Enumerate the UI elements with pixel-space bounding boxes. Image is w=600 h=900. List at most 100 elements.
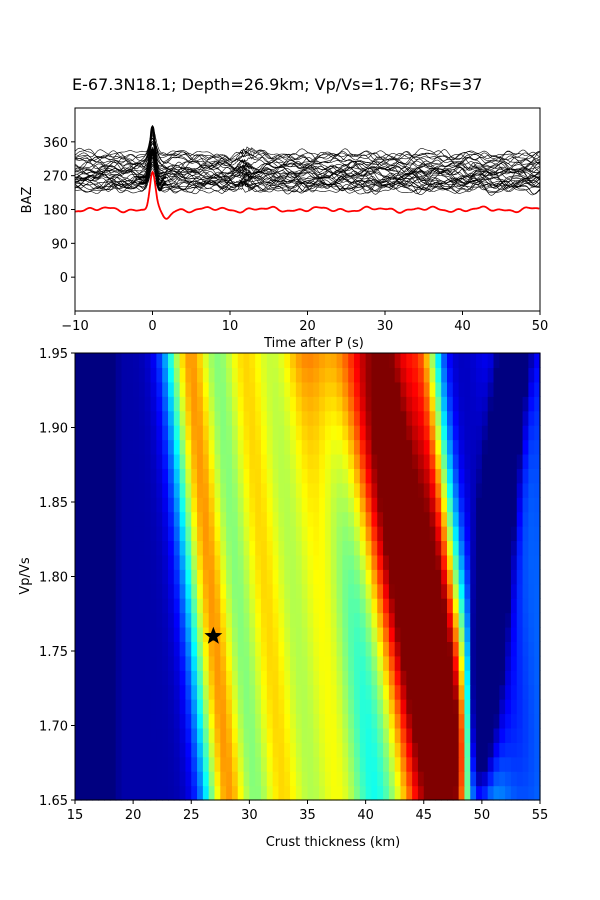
heatmap-cell — [406, 641, 413, 657]
heatmap-cell — [115, 453, 123, 469]
heatmap-cell — [284, 699, 291, 715]
heatmap-cell — [237, 353, 245, 369]
heatmap-cell — [278, 439, 285, 455]
heatmap-cell — [359, 381, 367, 397]
heatmap-cell — [179, 684, 187, 700]
heatmap-cell — [86, 641, 94, 657]
heatmap-cell — [371, 699, 378, 715]
hk-y-label: Vp/Vs — [18, 557, 33, 594]
heatmap-cell — [226, 626, 233, 642]
heatmap-cell — [272, 526, 280, 542]
heatmap-cell — [156, 756, 163, 772]
heatmap-cell — [179, 785, 187, 801]
heatmap-cell — [388, 612, 396, 628]
heatmap-cell — [121, 396, 128, 412]
heatmap-cell — [441, 540, 448, 556]
heatmap-cell — [133, 353, 140, 369]
heatmap-cell — [144, 742, 152, 758]
heatmap-cell — [510, 583, 518, 599]
heatmap-cell — [261, 626, 268, 642]
heatmap-cell — [202, 468, 210, 484]
heatmap-cell — [121, 626, 128, 642]
heatmap-cell — [522, 684, 529, 700]
heatmap-cell — [423, 439, 431, 455]
heatmap-cell — [487, 554, 495, 570]
heatmap-cell — [266, 425, 274, 441]
heatmap-cell — [284, 396, 291, 412]
heatmap-cell — [516, 526, 524, 542]
heatmap-cell — [266, 482, 274, 498]
heatmap-cell — [249, 396, 256, 412]
heatmap-cell — [412, 641, 419, 657]
heatmap-cell — [377, 482, 384, 498]
heatmap-cell — [249, 511, 256, 527]
heatmap-cell — [98, 425, 105, 441]
heatmap-cell — [394, 713, 402, 729]
heatmap-cell — [266, 396, 274, 412]
heatmap-cell — [505, 396, 512, 412]
heatmap-cell — [115, 497, 123, 513]
heatmap-cell — [452, 453, 460, 469]
heatmap-cell — [80, 453, 88, 469]
heatmap-cell — [80, 713, 88, 729]
heatmap-cell — [510, 699, 518, 715]
heatmap-cell — [307, 626, 314, 642]
heatmap-cell — [266, 612, 274, 628]
heatmap-cell — [231, 540, 239, 556]
heatmap-cell — [121, 756, 128, 772]
heatmap-cell — [307, 598, 314, 614]
heatmap-cell — [86, 756, 94, 772]
heatmap-cell — [243, 612, 250, 628]
heatmap-cell — [86, 453, 94, 469]
heatmap-cell — [417, 410, 425, 426]
heatmap-cell — [388, 353, 396, 369]
heatmap-cell — [255, 670, 262, 686]
heatmap-cell — [226, 425, 233, 441]
heatmap-cell — [394, 554, 402, 570]
heatmap-cell — [510, 670, 518, 686]
heatmap-cell — [365, 742, 373, 758]
heatmap-cell — [197, 381, 204, 397]
heatmap-cell — [383, 526, 390, 542]
heatmap-cell — [133, 439, 140, 455]
heatmap-cell — [476, 425, 483, 441]
heatmap-cell — [516, 367, 524, 383]
heatmap-cell — [417, 453, 425, 469]
heatmap-cell — [301, 540, 309, 556]
heatmap-cell — [522, 353, 529, 369]
heatmap-cell — [266, 699, 274, 715]
heatmap-cell — [522, 727, 529, 743]
heatmap-cell — [92, 641, 99, 657]
heatmap-cell — [487, 540, 495, 556]
heatmap-cell — [144, 612, 152, 628]
heatmap-cell — [144, 583, 152, 599]
heatmap-cell — [179, 626, 187, 642]
heatmap-cell — [284, 612, 291, 628]
heatmap-cell — [319, 554, 326, 570]
heatmap-cell — [342, 612, 349, 628]
heatmap-cell — [435, 655, 442, 671]
heatmap-cell — [417, 511, 425, 527]
heatmap-cell — [470, 598, 477, 614]
heatmap-cell — [510, 410, 518, 426]
heatmap-cell — [173, 684, 181, 700]
waveform-x-tick-label: 0 — [148, 319, 156, 334]
heatmap-cell — [336, 468, 343, 484]
heatmap-cell — [220, 540, 227, 556]
heatmap-cell — [499, 699, 506, 715]
heatmap-cell — [231, 727, 239, 743]
heatmap-cell — [98, 554, 105, 570]
heatmap-cell — [383, 453, 390, 469]
heatmap-cell — [365, 626, 373, 642]
heatmap-cell — [510, 626, 518, 642]
heatmap-cell — [127, 742, 134, 758]
heatmap-cell — [324, 727, 332, 743]
heatmap-cell — [121, 554, 128, 570]
heatmap-cell — [406, 684, 413, 700]
heatmap-cell — [383, 497, 390, 513]
heatmap-cell — [429, 526, 436, 542]
heatmap-cell — [359, 612, 367, 628]
heatmap-cell — [435, 367, 442, 383]
heatmap-cell — [516, 598, 524, 614]
heatmap-cell — [197, 554, 204, 570]
